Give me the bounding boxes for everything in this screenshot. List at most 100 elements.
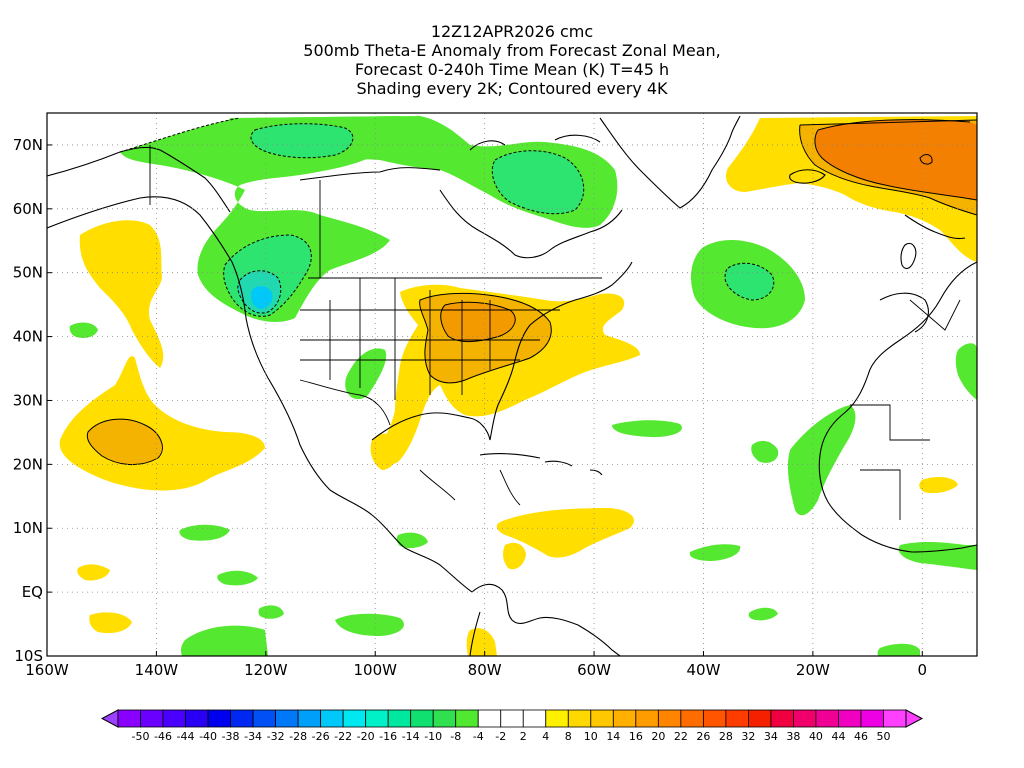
map-title: 12Z12APR2026 cmc 500mb Theta-E Anomaly f… <box>0 22 1024 98</box>
lat-label: EQ <box>22 583 43 601</box>
anomaly-southwest-us-negative <box>345 348 387 400</box>
colorbar-label: -10 <box>424 730 442 743</box>
lat-label: 70N <box>13 136 43 154</box>
colorbar-swatch <box>815 709 839 728</box>
lon-label: 0 <box>918 661 928 679</box>
anomaly-tropical-positive-2 <box>503 542 526 570</box>
colorbar-swatch <box>793 709 817 728</box>
colorbar-label: -32 <box>267 730 285 743</box>
anomaly-eastern-us-positive-deep <box>440 302 516 342</box>
colorbar-swatch <box>432 709 457 728</box>
colorbar-label: -26 <box>312 730 330 743</box>
anomaly-pacific-green-blob <box>69 322 98 338</box>
lon-label: 60W <box>577 661 611 679</box>
anomaly-gulf-positive-south <box>370 433 399 470</box>
anomaly-tropical-positive-4 <box>89 612 132 634</box>
colorbar-swatch <box>320 709 344 728</box>
anomaly-tropical-negative-9 <box>877 643 920 656</box>
lon-label: 20W <box>796 661 830 679</box>
colorbar-swatch <box>657 709 682 728</box>
colorbar-label: 32 <box>741 730 755 743</box>
anomaly-tropical-negative-5 <box>217 570 258 586</box>
lat-label: 60N <box>13 200 43 218</box>
colorbar-high-arrow <box>905 709 924 728</box>
longitude-axis: 160W 140W 120W 100W 80W 60W 40W 20W 0 <box>25 651 927 679</box>
lat-label: 40N <box>13 328 43 346</box>
colorbar-swatch <box>140 709 164 728</box>
title-line-4: Shading every 2K; Contoured every 4K <box>356 79 668 98</box>
lat-label: 20N <box>13 455 43 473</box>
title-line-3: Forecast 0-240h Time Mean (K) T=45 h <box>354 60 670 79</box>
colorbar-label: 26 <box>696 730 710 743</box>
anomaly-greenland-iceland-deep <box>814 119 977 200</box>
colorbar-low-arrow <box>100 709 119 728</box>
anomaly-hudson-bay-core <box>250 123 353 158</box>
colorbar-swatch <box>185 709 209 728</box>
anomaly-tropical-negative-3 <box>335 613 404 636</box>
colorbar-label: 10 <box>584 730 598 743</box>
lon-label: 160W <box>25 661 69 679</box>
colorbar-swatch <box>770 709 794 728</box>
lon-label: 100W <box>354 661 398 679</box>
colorbar-label: -16 <box>379 730 397 743</box>
colorbar-swatch <box>612 709 637 728</box>
colorbar-swatch <box>477 709 502 728</box>
colorbar-swatch <box>860 709 884 728</box>
anomaly-caribbean-negative <box>612 420 682 438</box>
colorbar-label: -22 <box>334 730 352 743</box>
colorbar-swatch <box>162 709 186 728</box>
lat-label: 10S <box>14 647 43 665</box>
colorbar-label: -8 <box>450 730 461 743</box>
title-line-1: 12Z12APR2026 cmc <box>430 22 594 41</box>
anomaly-tropical-positive-5 <box>77 564 110 581</box>
color-bar: -50 -46 -44 -40 -38 -34 -32 -28 -26 -22 -20 -16 -14-… <box>100 709 924 743</box>
colorbar-label: -38 <box>222 730 240 743</box>
colorbar-swatch <box>702 709 727 728</box>
colorbar-swatch <box>883 709 907 728</box>
anomaly-africa-positive-sliver <box>919 477 958 494</box>
anomaly-cape-verde-negative <box>751 440 779 463</box>
colorbar-label: 40 <box>809 730 823 743</box>
colorbar-swatch <box>275 709 299 728</box>
lon-label: 40W <box>687 661 721 679</box>
colorbar-label: 20 <box>651 730 665 743</box>
colorbar-swatch <box>680 709 704 728</box>
colorbar-label: -44 <box>177 730 195 743</box>
colorbar-label: 4 <box>542 730 549 743</box>
lon-label: 140W <box>135 661 179 679</box>
colorbar-swatch <box>252 709 276 728</box>
colorbar-swatch <box>590 709 614 728</box>
colorbar-label: 8 <box>565 730 572 743</box>
anomaly-gulf-of-alaska-negative <box>120 116 404 322</box>
anomaly-baffin-core <box>492 150 584 214</box>
colorbar-label: 2 <box>520 730 527 743</box>
political-borders <box>149 145 961 520</box>
colorbar-swatch <box>207 709 231 728</box>
colorbar-swatch <box>635 709 659 728</box>
colorbar-label: -34 <box>244 730 262 743</box>
colorbar-label: -46 <box>154 730 172 743</box>
anomaly-west-africa-negative <box>787 405 856 516</box>
colorbar-swatch <box>455 709 479 728</box>
colorbar-label: 46 <box>854 730 868 743</box>
colorbar-swatch <box>387 709 412 728</box>
lon-label: 120W <box>244 661 288 679</box>
colorbar-label: -40 <box>199 730 217 743</box>
anomaly-tropical-negative-2 <box>689 544 741 561</box>
colorbar-label: 38 <box>786 730 800 743</box>
plot-frame <box>46 112 978 657</box>
anomaly-tropical-negative-6 <box>396 532 428 549</box>
colorbar-label: -20 <box>357 730 375 743</box>
colorbar-label: 44 <box>831 730 845 743</box>
colorbar-swatch <box>545 709 569 728</box>
colorbar-label: 14 <box>606 730 620 743</box>
anomaly-central-pacific-positive <box>79 220 164 368</box>
colorbar-swatch <box>342 709 367 728</box>
coastlines <box>47 115 977 656</box>
colorbar-label: -14 <box>402 730 420 743</box>
anomaly-tropical-negative-8 <box>748 607 778 621</box>
lat-label: 30N <box>13 391 43 409</box>
colorbar-swatch <box>748 709 772 728</box>
colorbar-label: 50 <box>876 730 890 743</box>
